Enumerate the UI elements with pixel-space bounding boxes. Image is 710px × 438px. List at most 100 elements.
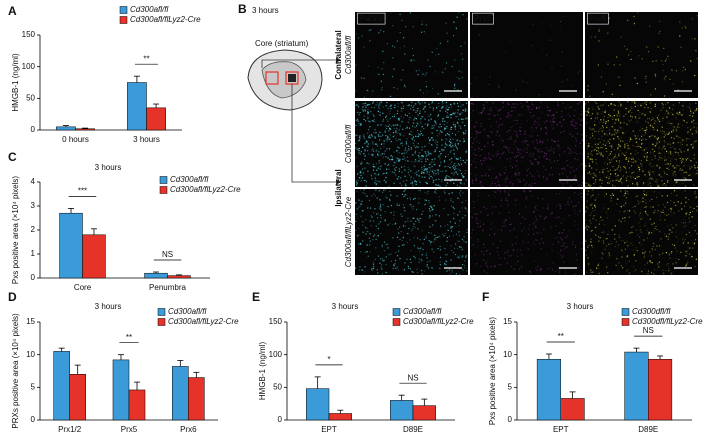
signal-dot xyxy=(358,139,361,141)
signal-dot xyxy=(603,232,605,234)
signal-dot xyxy=(517,155,519,157)
y-tick-label: 1 xyxy=(31,249,36,258)
signal-dot xyxy=(515,165,517,167)
signal-dot xyxy=(429,162,431,164)
signal-dot xyxy=(478,131,480,134)
signal-dot xyxy=(645,104,647,106)
signal-dot xyxy=(491,183,493,185)
signal-dot xyxy=(599,179,601,181)
signal-dot xyxy=(445,127,447,129)
signal-dot xyxy=(551,115,553,117)
signal-dot xyxy=(653,149,654,150)
signal-dot xyxy=(421,20,424,22)
signal-dot xyxy=(482,229,484,231)
signal-dot xyxy=(376,145,379,147)
signal-dot xyxy=(476,199,479,201)
signal-dot xyxy=(393,265,395,267)
signal-dot xyxy=(648,231,650,233)
x-tick-label: Core xyxy=(74,283,92,292)
signal-dot xyxy=(355,104,357,106)
signal-dot xyxy=(444,192,446,194)
signal-dot xyxy=(521,106,523,108)
signal-dot xyxy=(391,158,394,160)
signal-dot xyxy=(378,160,380,162)
signal-dot xyxy=(690,129,692,131)
signal-dot xyxy=(581,146,583,148)
signal-dot xyxy=(368,103,370,106)
signal-dot xyxy=(555,225,557,227)
signal-dot xyxy=(432,107,434,109)
signal-dot xyxy=(677,113,679,115)
signal-dot xyxy=(525,198,527,200)
signal-dot xyxy=(505,116,508,118)
signal-dot xyxy=(515,204,517,206)
signal-dot xyxy=(675,148,677,150)
signal-dot xyxy=(644,132,647,134)
signal-dot xyxy=(471,96,473,98)
signal-dot xyxy=(433,125,435,127)
signal-dot xyxy=(392,45,394,47)
signal-dot xyxy=(663,77,665,79)
signal-dot xyxy=(500,118,502,120)
signal-dot xyxy=(634,178,636,180)
signal-dot xyxy=(414,166,416,168)
signal-dot xyxy=(613,133,615,135)
signal-dot xyxy=(675,228,677,230)
signal-dot xyxy=(652,206,654,208)
signal-dot xyxy=(466,210,468,212)
signal-dot xyxy=(675,262,677,264)
signal-dot xyxy=(393,211,395,213)
signal-dot xyxy=(602,118,604,120)
signal-dot xyxy=(695,50,697,52)
signal-dot xyxy=(355,267,357,269)
signal-dot xyxy=(495,107,497,109)
signal-dot xyxy=(433,174,435,176)
signal-dot xyxy=(426,90,428,92)
signal-dot xyxy=(567,164,569,167)
signal-dot xyxy=(598,29,600,31)
signal-dot xyxy=(435,192,437,194)
signal-dot xyxy=(650,94,652,96)
signal-dot xyxy=(455,172,457,174)
signal-dot xyxy=(421,166,423,168)
signal-dot xyxy=(495,206,497,208)
signal-dot xyxy=(403,207,405,209)
signal-dot xyxy=(414,181,416,183)
signal-dot xyxy=(563,119,565,121)
signal-dot xyxy=(574,273,576,275)
panel-title: 3 hours xyxy=(252,6,279,15)
signal-dot xyxy=(459,101,461,103)
signal-dot xyxy=(604,224,606,226)
signal-dot xyxy=(437,169,439,171)
signal-dot xyxy=(642,194,644,197)
signal-dot xyxy=(510,223,512,225)
signal-dot xyxy=(638,222,640,224)
signal-dot xyxy=(619,170,621,172)
signal-dot xyxy=(480,112,482,114)
signal-dot xyxy=(534,225,537,227)
signal-dot xyxy=(451,161,453,163)
signal-dot xyxy=(570,150,572,152)
signal-dot xyxy=(690,110,692,112)
signal-dot xyxy=(647,197,649,199)
signal-dot xyxy=(393,218,395,220)
signal-dot xyxy=(387,157,389,159)
signal-dot xyxy=(532,103,534,105)
signal-dot xyxy=(540,238,543,240)
signal-dot xyxy=(596,117,598,119)
micrograph-signal xyxy=(470,101,584,188)
signal-dot xyxy=(591,150,593,152)
signal-dot xyxy=(497,126,499,129)
signal-dot xyxy=(389,128,392,130)
signal-dot xyxy=(403,153,405,155)
signal-dot xyxy=(465,169,467,172)
signal-dot xyxy=(602,16,604,18)
signal-dot xyxy=(679,21,681,23)
signal-dot xyxy=(526,101,528,103)
signal-dot xyxy=(627,175,629,177)
row-label: Cd300afl/flLyz2-Cre xyxy=(344,196,353,267)
signal-dot xyxy=(627,211,629,213)
signal-dot xyxy=(497,189,499,191)
signal-dot xyxy=(645,129,647,132)
signal-dot xyxy=(613,138,615,140)
